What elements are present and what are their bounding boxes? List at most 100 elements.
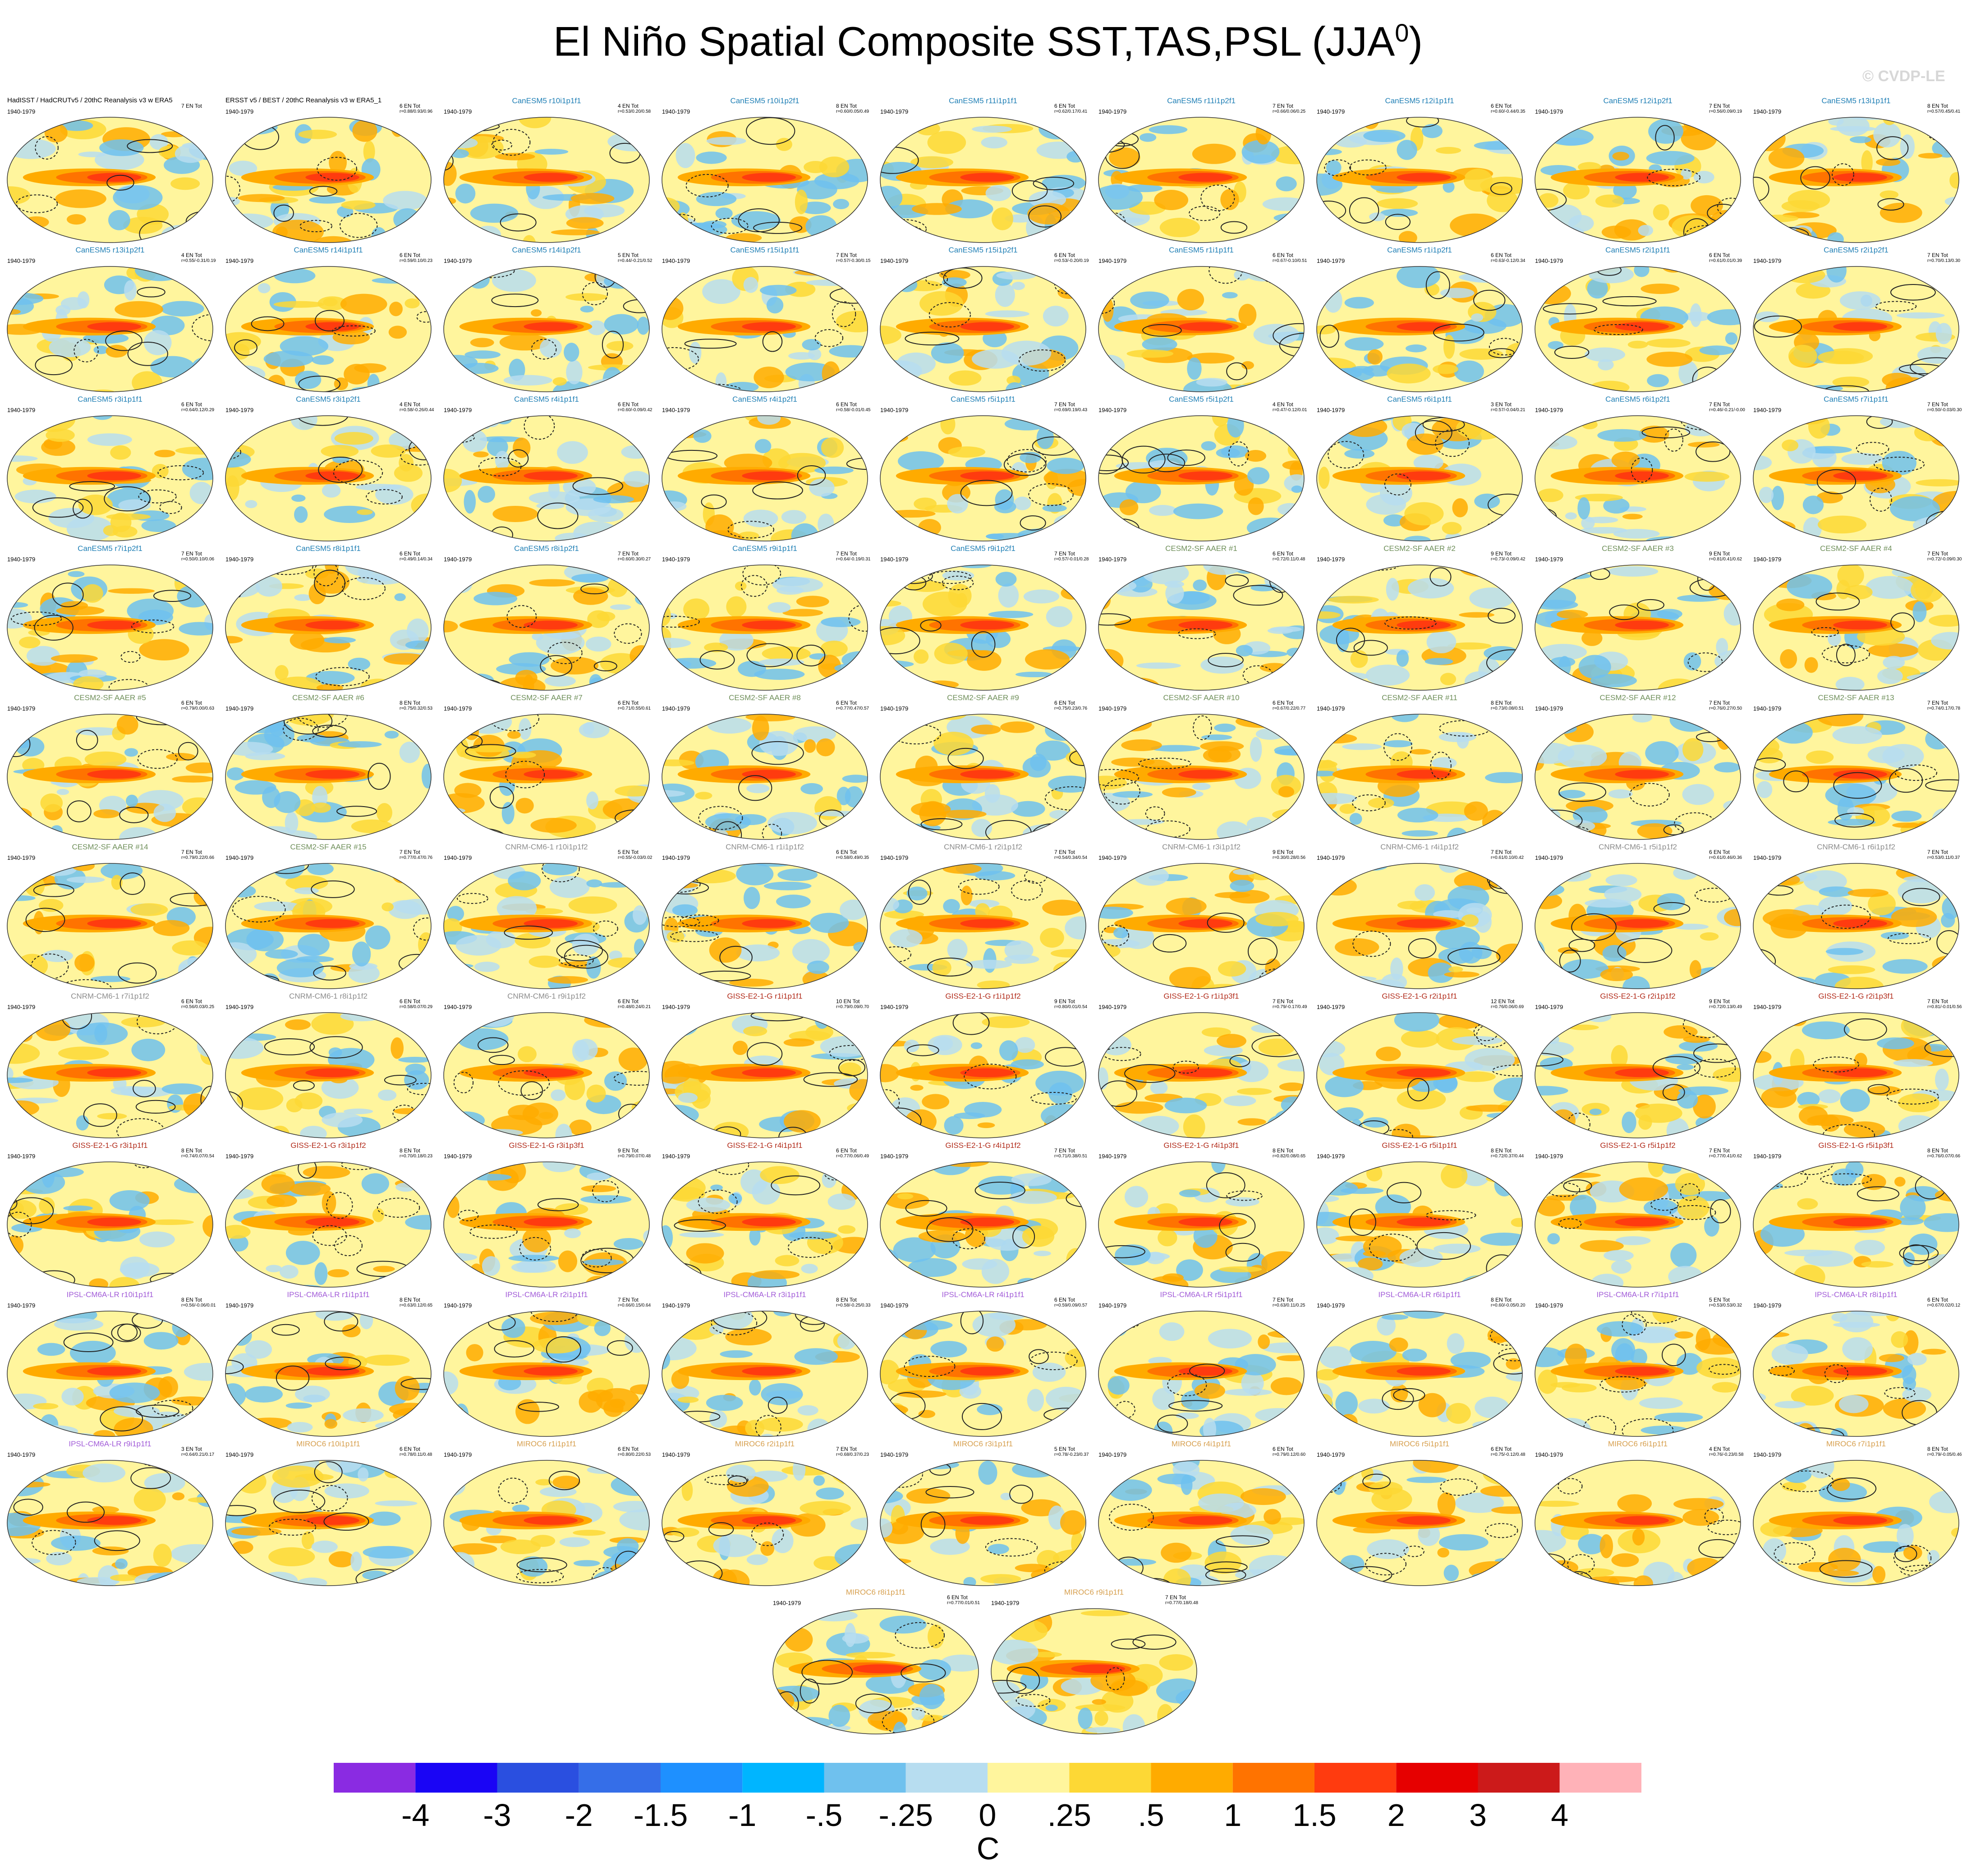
anomaly-map <box>662 1161 868 1288</box>
composite-panel: CanESM5 r7i1p1f1 1940-1979 7 EN Tot r=0.50/… <box>1747 394 1965 543</box>
composite-panel: CESM2-SF AAER #8 1940-1979 6 EN Tot r=0.77/… <box>656 693 874 842</box>
panel-correlation-stats: r=0.58/-0.01/0.45 <box>836 408 871 413</box>
panel-event-count: 8 EN Tot <box>1927 1147 1948 1154</box>
composite-panel: CESM2-SF AAER #1 1940-1979 6 EN Tot r=0.72/… <box>1092 543 1310 693</box>
panel-period: 1940-1979 <box>7 1451 36 1458</box>
panel-period: 1940-1979 <box>444 556 472 563</box>
panel-event-count: 10 EN Tot <box>836 998 860 1005</box>
panel-event-count: 7 EN Tot <box>1927 998 1948 1005</box>
anomaly-map <box>7 1311 213 1437</box>
panel-correlation-stats: r=0.64/0.21/0.17 <box>181 1452 215 1457</box>
panel-event-count: 6 EN Tot <box>1709 252 1730 258</box>
colorbar-segment <box>497 1763 579 1793</box>
panel-correlation-stats: r=0.53/0.11/0.37 <box>1927 855 1960 860</box>
composite-panel: CanESM5 r10i1p1f1 1940-1979 4 EN Tot r=0.53… <box>437 96 656 245</box>
composite-panel: CanESM5 r11i1p1f1 1940-1979 6 EN Tot r=0.62… <box>874 96 1092 245</box>
anomaly-map <box>1098 1460 1305 1586</box>
anomaly-map <box>443 863 650 989</box>
anomaly-map <box>1535 1460 1741 1586</box>
panel-event-count: 8 EN Tot <box>400 700 420 706</box>
panel-title: CanESM5 r13i1p2f1 <box>75 246 145 254</box>
anomaly-map <box>7 1460 213 1586</box>
panel-period: 1940-1979 <box>225 556 254 563</box>
panel-event-count: 7 EN Tot <box>1165 1594 1186 1601</box>
panel-event-count: 6 EN Tot <box>181 700 202 706</box>
panel-correlation-stats: r=0.53/-0.20/0.19 <box>1054 258 1089 263</box>
panel-event-count: 8 EN Tot <box>1273 1147 1293 1154</box>
anomaly-map <box>772 1608 979 1734</box>
panel-period: 1940-1979 <box>1535 108 1563 115</box>
anomaly-map <box>880 1460 1086 1586</box>
panel-period: 1940-1979 <box>991 1600 1020 1606</box>
colorbar-segment <box>905 1763 988 1793</box>
panel-correlation-stats: r=0.70/0.13/0.30 <box>1927 258 1961 263</box>
panel-period: 1940-1979 <box>7 854 36 861</box>
panel-title: CNRM-CM6-1 r7i1p1f2 <box>71 992 149 1000</box>
anomaly-map <box>880 117 1086 243</box>
panel-period: 1940-1979 <box>880 1004 909 1010</box>
anomaly-map <box>7 863 213 989</box>
panel-title: CanESM5 r15i1p2f1 <box>948 246 1018 254</box>
panel-title: CNRM-CM6-1 r4i1p1f2 <box>1380 843 1459 851</box>
panel-title: CanESM5 r5i1p2f1 <box>1169 395 1234 404</box>
panel-event-count: 8 EN Tot <box>1491 1147 1512 1154</box>
panel-title: IPSL-CM6A-LR r5i1p1f1 <box>1160 1290 1243 1299</box>
panel-period: 1940-1979 <box>1098 1451 1127 1458</box>
composite-panel: CNRM-CM6-1 r9i1p1f2 1940-1979 6 EN Tot r=0.… <box>437 991 656 1140</box>
panel-title: CNRM-CM6-1 r5i1p1f2 <box>1599 843 1677 851</box>
panel-correlation-stats: r=0.81/-0.01/0.56 <box>1927 1005 1962 1009</box>
panel-period: 1940-1979 <box>1098 556 1127 563</box>
anomaly-map <box>880 415 1086 541</box>
panel-event-count: 7 EN Tot <box>181 849 202 855</box>
colorbar-tick-label: -1 <box>728 1798 757 1833</box>
panel-period: 1940-1979 <box>225 108 254 115</box>
anomaly-map <box>225 714 432 840</box>
panel-period: 1940-1979 <box>662 854 690 861</box>
panel-correlation-stats: r=0.64/-0.19/0.31 <box>836 557 871 562</box>
anomaly-map <box>1316 863 1523 989</box>
anomaly-map <box>1753 714 1959 840</box>
panel-event-count: 7 EN Tot <box>1709 401 1730 408</box>
panel-correlation-stats: r=0.44/-0.21/0.52 <box>618 258 653 263</box>
panel-event-count: 5 EN Tot <box>618 849 639 855</box>
panel-event-count: 7 EN Tot <box>1709 1147 1730 1154</box>
composite-panel: CESM2-SF AAER #7 1940-1979 6 EN Tot r=0.71/… <box>437 693 656 842</box>
panel-period: 1940-1979 <box>1098 1004 1127 1010</box>
panel-event-count: 7 EN Tot <box>1927 550 1948 557</box>
panel-title: IPSL-CM6A-LR r1i1p1f1 <box>287 1290 370 1299</box>
anomaly-map <box>1098 266 1305 392</box>
panel-event-count: 8 EN Tot <box>1927 103 1948 109</box>
panel-correlation-stats: r=0.57/0.45/0.41 <box>1927 109 1961 114</box>
panel-correlation-stats: r=0.64/0.12/0.29 <box>181 408 215 413</box>
panel-title: CanESM5 r14i1p1f1 <box>294 246 363 254</box>
composite-panel: MIROC6 r1i1p1f1 1940-1979 6 EN Tot r=0.80/0… <box>437 1439 656 1588</box>
anomaly-map <box>443 117 650 243</box>
panel-event-count: 8 EN Tot <box>400 1147 420 1154</box>
panel-period: 1940-1979 <box>444 1302 472 1309</box>
panel-event-count: 8 EN Tot <box>1491 1297 1512 1303</box>
colorbar-segment <box>1396 1763 1478 1793</box>
panel-title: MIROC6 r6i1p1f1 <box>1608 1440 1668 1448</box>
panel-event-count: 8 EN Tot <box>836 1297 857 1303</box>
panel-event-count: 8 EN Tot <box>836 103 857 109</box>
panel-correlation-stats: r=0.69/0.19/0.43 <box>1054 408 1088 413</box>
colorbar-segment <box>988 1763 1070 1793</box>
panel-title: CESM2-SF AAER #13 <box>1818 693 1894 702</box>
panel-correlation-stats: r=0.76/0.07/0.66 <box>1927 1154 1961 1159</box>
panel-period: 1940-1979 <box>662 556 690 563</box>
colorbar-tick-label: 1.5 <box>1292 1798 1337 1833</box>
anomaly-map <box>1753 1161 1959 1288</box>
anomaly-map <box>225 266 432 392</box>
panel-correlation-stats: r=0.58/-0.26/0.44 <box>400 408 434 413</box>
panel-period: 1940-1979 <box>1535 556 1563 563</box>
composite-panel: CanESM5 r1i1p2f1 1940-1979 6 EN Tot r=0.63/… <box>1310 245 1529 394</box>
panel-event-count: 9 EN Tot <box>618 1147 639 1154</box>
composite-panel: CESM2-SF AAER #10 1940-1979 6 EN Tot r=0.67… <box>1092 693 1310 842</box>
composite-panel: CanESM5 r4i1p2f1 1940-1979 6 EN Tot r=0.58/… <box>656 394 874 543</box>
anomaly-map <box>7 117 213 243</box>
panel-event-count: 6 EN Tot <box>1054 1297 1075 1303</box>
panel-period: 1940-1979 <box>1317 1004 1345 1010</box>
panel-correlation-stats: r=0.50/-0.03/0.30 <box>1927 408 1962 413</box>
panel-period: 1940-1979 <box>444 257 472 264</box>
panel-correlation-stats: r=0.76/-0.23/0.58 <box>1709 1452 1744 1457</box>
